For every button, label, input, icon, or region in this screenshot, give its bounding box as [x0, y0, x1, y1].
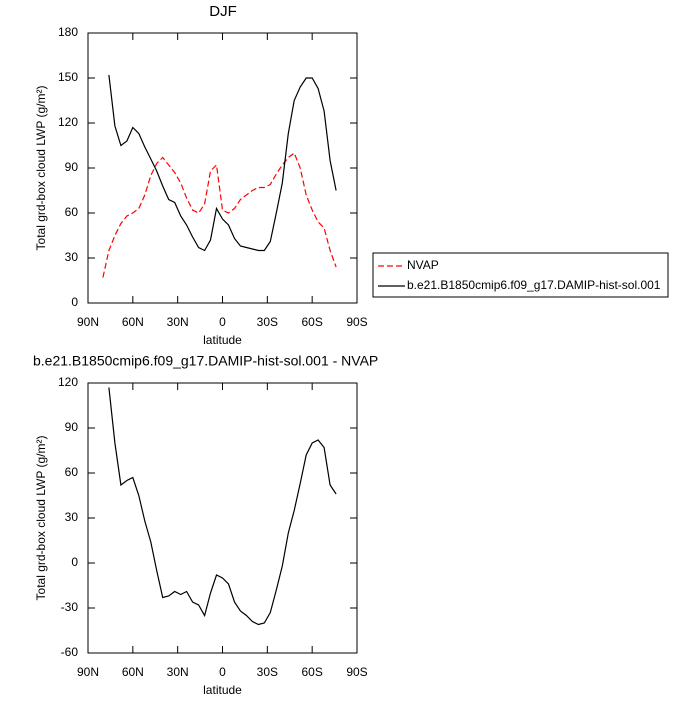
plot-frame [87, 32, 358, 304]
x-tick-label: 90S [346, 315, 367, 329]
x-tick-label: 30N [167, 315, 189, 329]
x-tick-label: 0 [219, 315, 226, 329]
data-line [102, 152, 337, 278]
x-tick-label: 60S [301, 315, 322, 329]
x-tick-label: 30N [167, 665, 189, 679]
y-tick-label: 30 [65, 510, 79, 524]
chart-title: b.e21.B1850cmip6.f09_g17.DAMIP-hist-sol.… [33, 353, 378, 369]
x-axis-label: latitude [203, 333, 242, 347]
y-tick-label: 120 [58, 115, 78, 129]
y-tick-label: 120 [58, 375, 78, 389]
y-tick-label: 90 [65, 420, 79, 434]
x-tick-label: 90N [77, 315, 99, 329]
y-tick-label: 0 [71, 555, 78, 569]
chart-title: DJF [209, 3, 237, 20]
y-axis-label: Total grd-box cloud LWP (g/m²) [34, 436, 48, 601]
y-tick-label: 60 [65, 465, 79, 479]
x-axis-label: latitude [203, 683, 242, 697]
data-line [108, 387, 337, 626]
legend-box [372, 252, 669, 298]
legend-label: NVAP [407, 258, 439, 272]
legend-label: b.e21.B1850cmip6.f09_g17.DAMIP-hist-sol.… [407, 278, 661, 292]
x-tick-label: 0 [219, 665, 226, 679]
y-tick-label: 90 [65, 160, 79, 174]
y-tick-label: 180 [58, 25, 78, 39]
x-tick-label: 30S [257, 315, 278, 329]
x-tick-label: 90N [77, 665, 99, 679]
x-tick-label: 60N [122, 665, 144, 679]
y-tick-label: -60 [61, 645, 79, 659]
y-tick-label: 150 [58, 70, 78, 84]
y-axis-label: Total grd-box cloud LWP (g/m²) [34, 86, 48, 251]
y-tick-label: 60 [65, 205, 79, 219]
x-tick-label: 60S [301, 665, 322, 679]
legend: NVAP b.e21.B1850cmip6.f09_g17.DAMIP-hist-… [372, 252, 669, 298]
y-tick-label: 30 [65, 250, 79, 264]
y-tick-label: 0 [71, 295, 78, 309]
data-line [108, 74, 337, 252]
plot-frame [87, 382, 358, 654]
x-tick-label: 30S [257, 665, 278, 679]
y-tick-label: -30 [61, 600, 79, 614]
x-tick-label: 90S [346, 665, 367, 679]
x-tick-label: 60N [122, 315, 144, 329]
